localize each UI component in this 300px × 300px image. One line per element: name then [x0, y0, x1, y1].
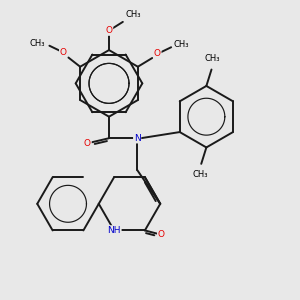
Text: CH₃: CH₃ — [193, 170, 208, 179]
Text: O: O — [158, 230, 165, 239]
Text: O: O — [60, 48, 67, 57]
Text: NH: NH — [107, 226, 121, 235]
Text: CH₃: CH₃ — [205, 54, 220, 63]
Text: O: O — [154, 50, 161, 58]
Text: CH₃: CH₃ — [125, 10, 141, 19]
Text: N: N — [134, 134, 141, 143]
Text: O: O — [106, 26, 112, 35]
Text: CH₃: CH₃ — [30, 39, 45, 48]
Text: O: O — [84, 139, 91, 148]
Text: CH₃: CH₃ — [174, 40, 189, 49]
